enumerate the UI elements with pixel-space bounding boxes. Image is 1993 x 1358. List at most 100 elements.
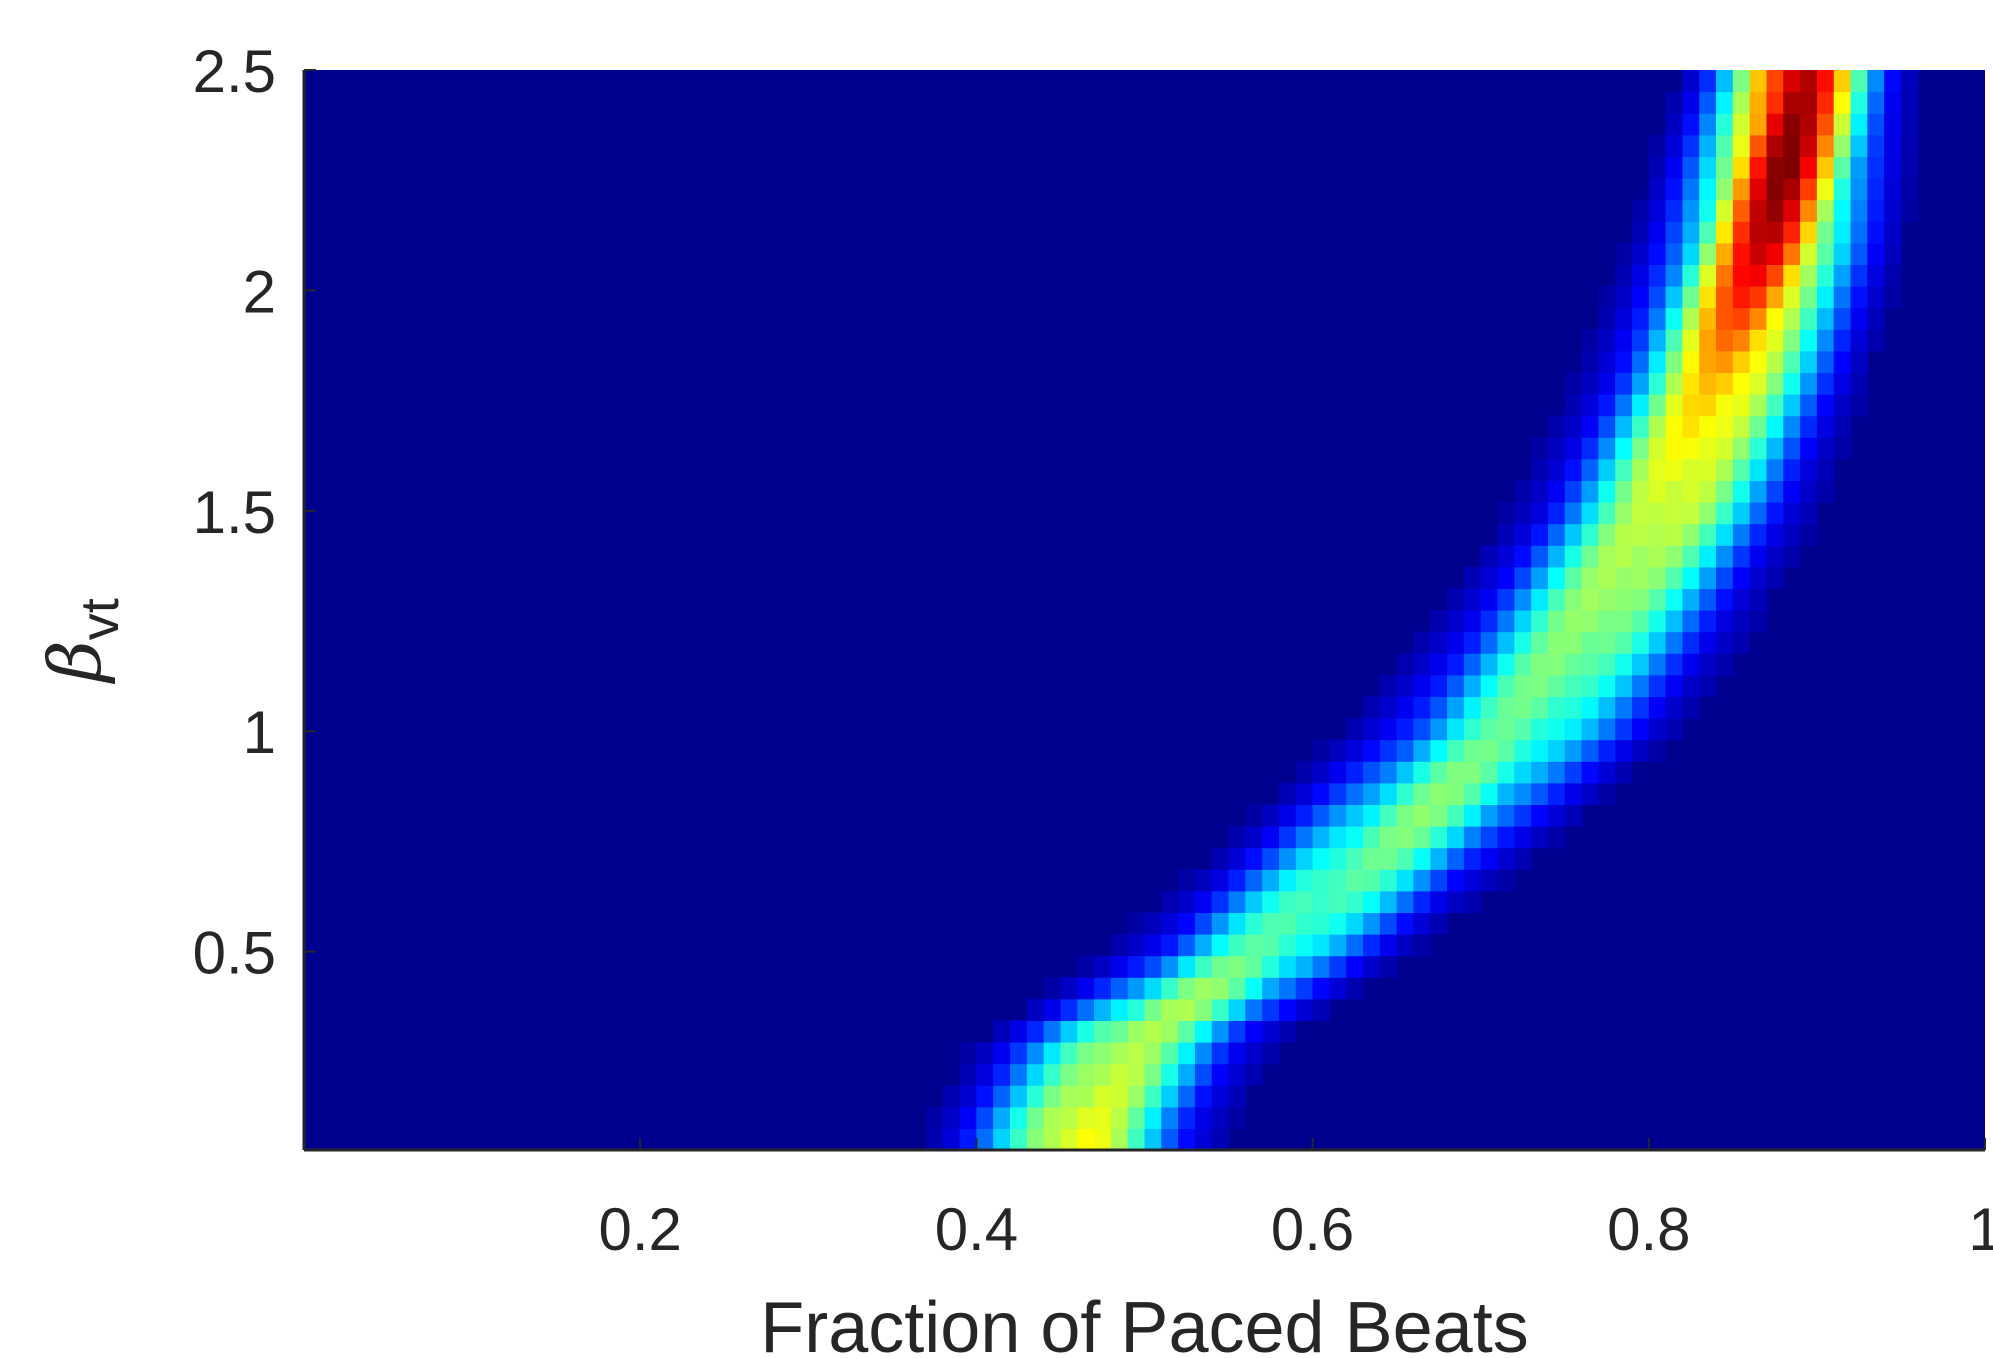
heatmap-cell [1329,782,1347,805]
heatmap-cell [1783,394,1801,417]
y-tick-label: 0.5 [193,920,276,987]
heatmap-cell [1346,739,1364,762]
heatmap-cell [1514,739,1532,762]
heatmap-cell [1564,458,1583,481]
heatmap-cell [1682,264,1700,287]
heatmap-cell [1564,610,1583,633]
heatmap-cell [1648,415,1667,438]
heatmap-cell [1245,998,1263,1021]
heatmap-cell [1194,1085,1213,1108]
heatmap-cell [1564,718,1583,741]
heatmap-cell [1800,415,1818,438]
heatmap-cell [1816,156,1835,179]
heatmap-cell [1396,718,1415,741]
heatmap-cell [1682,610,1700,633]
heatmap-cell [1262,934,1280,957]
heatmap-cell [1514,674,1532,697]
heatmap-cell [1783,91,1801,114]
heatmap-cell [1228,1085,1246,1108]
heatmap-cell [1480,782,1499,805]
heatmap-cell [1497,566,1515,589]
heatmap-cell [1581,674,1599,697]
heatmap-cell [1430,653,1448,676]
heatmap-cell [1497,653,1515,676]
heatmap-cell [1732,350,1751,373]
heatmap-cell [1699,70,1717,93]
heatmap-cell [1766,458,1784,481]
heatmap-cell [1598,566,1616,589]
heatmap-cell [1312,977,1331,1000]
heatmap-cell [1060,1128,1078,1151]
heatmap-cell [1783,242,1801,265]
heatmap-cell [1598,437,1616,460]
heatmap-cell [1480,718,1499,741]
heatmap-cell [1732,480,1751,503]
heatmap-cell [1699,307,1717,330]
heatmap-cell [1480,588,1499,611]
heatmap-cell [1833,372,1852,395]
heatmap-cell [1531,588,1549,611]
heatmap-cell [1581,350,1599,373]
heatmap-cell [1716,394,1734,417]
heatmap-cell [1514,847,1532,870]
heatmap-cell [1463,739,1482,762]
heatmap-cell [1430,782,1448,805]
heatmap-cell [1531,523,1549,546]
heatmap-cell [1800,372,1818,395]
heatmap-cell [1615,394,1633,417]
heatmap-cell [1682,221,1700,244]
heatmap-cell [1665,415,1684,438]
heatmap-cell [1547,826,1566,849]
heatmap-cell [1547,545,1566,568]
heatmap-cell [1514,804,1532,827]
heatmap-cell [1732,566,1751,589]
heatmap-cell [1312,869,1331,892]
heatmap-cell [1665,394,1684,417]
heatmap-cell [1379,869,1398,892]
heatmap-cell [1850,307,1868,330]
heatmap-cell [1816,113,1835,136]
heatmap-cell [1363,739,1381,762]
heatmap-cell [1816,199,1835,222]
heatmap-cell [1531,696,1549,719]
heatmap-cell [1766,329,1784,352]
heatmap-cell [1783,350,1801,373]
heatmap-cell [1716,480,1734,503]
heatmap-cell [976,1042,994,1065]
y-tick-label: 1.5 [193,479,276,546]
heatmap-cell [1884,113,1902,136]
heatmap-cell [1194,869,1213,892]
heatmap-cell [1161,934,1179,957]
heatmap-cell [1531,804,1549,827]
heatmap-cell [1648,221,1667,244]
heatmap-cell [1430,739,1448,762]
heatmap-cell [1144,1085,1162,1108]
heatmap-cell [1531,480,1549,503]
heatmap-cell [1480,610,1499,633]
heatmap-cell [1682,178,1700,201]
heatmap-cell [1716,264,1734,287]
heatmap-cell [1749,394,1768,417]
heatmap-cell [1833,242,1852,265]
heatmap-cell [1850,350,1868,373]
heatmap-cell [1716,307,1734,330]
heatmap-cell [1531,458,1549,481]
heatmap-cell [1228,955,1246,978]
heatmap-cell [1682,156,1700,179]
heatmap-cell [1699,242,1717,265]
heatmap-cell [1413,804,1431,827]
heatmap-cell [1749,350,1768,373]
heatmap-cell [1110,1042,1129,1065]
heatmap-cell [1531,437,1549,460]
heatmap-cell [1110,1106,1129,1129]
heatmap-cell [1716,458,1734,481]
heatmap-cell [1363,890,1381,913]
heatmap-cell [1547,415,1566,438]
heatmap-cell [1077,1085,1095,1108]
heatmap-cell [1749,588,1768,611]
heatmap-cell [1514,782,1532,805]
heatmap-cell [1295,804,1314,827]
heatmap-cell [1514,566,1532,589]
heatmap-cell [1699,610,1717,633]
heatmap-cell [1077,955,1095,978]
